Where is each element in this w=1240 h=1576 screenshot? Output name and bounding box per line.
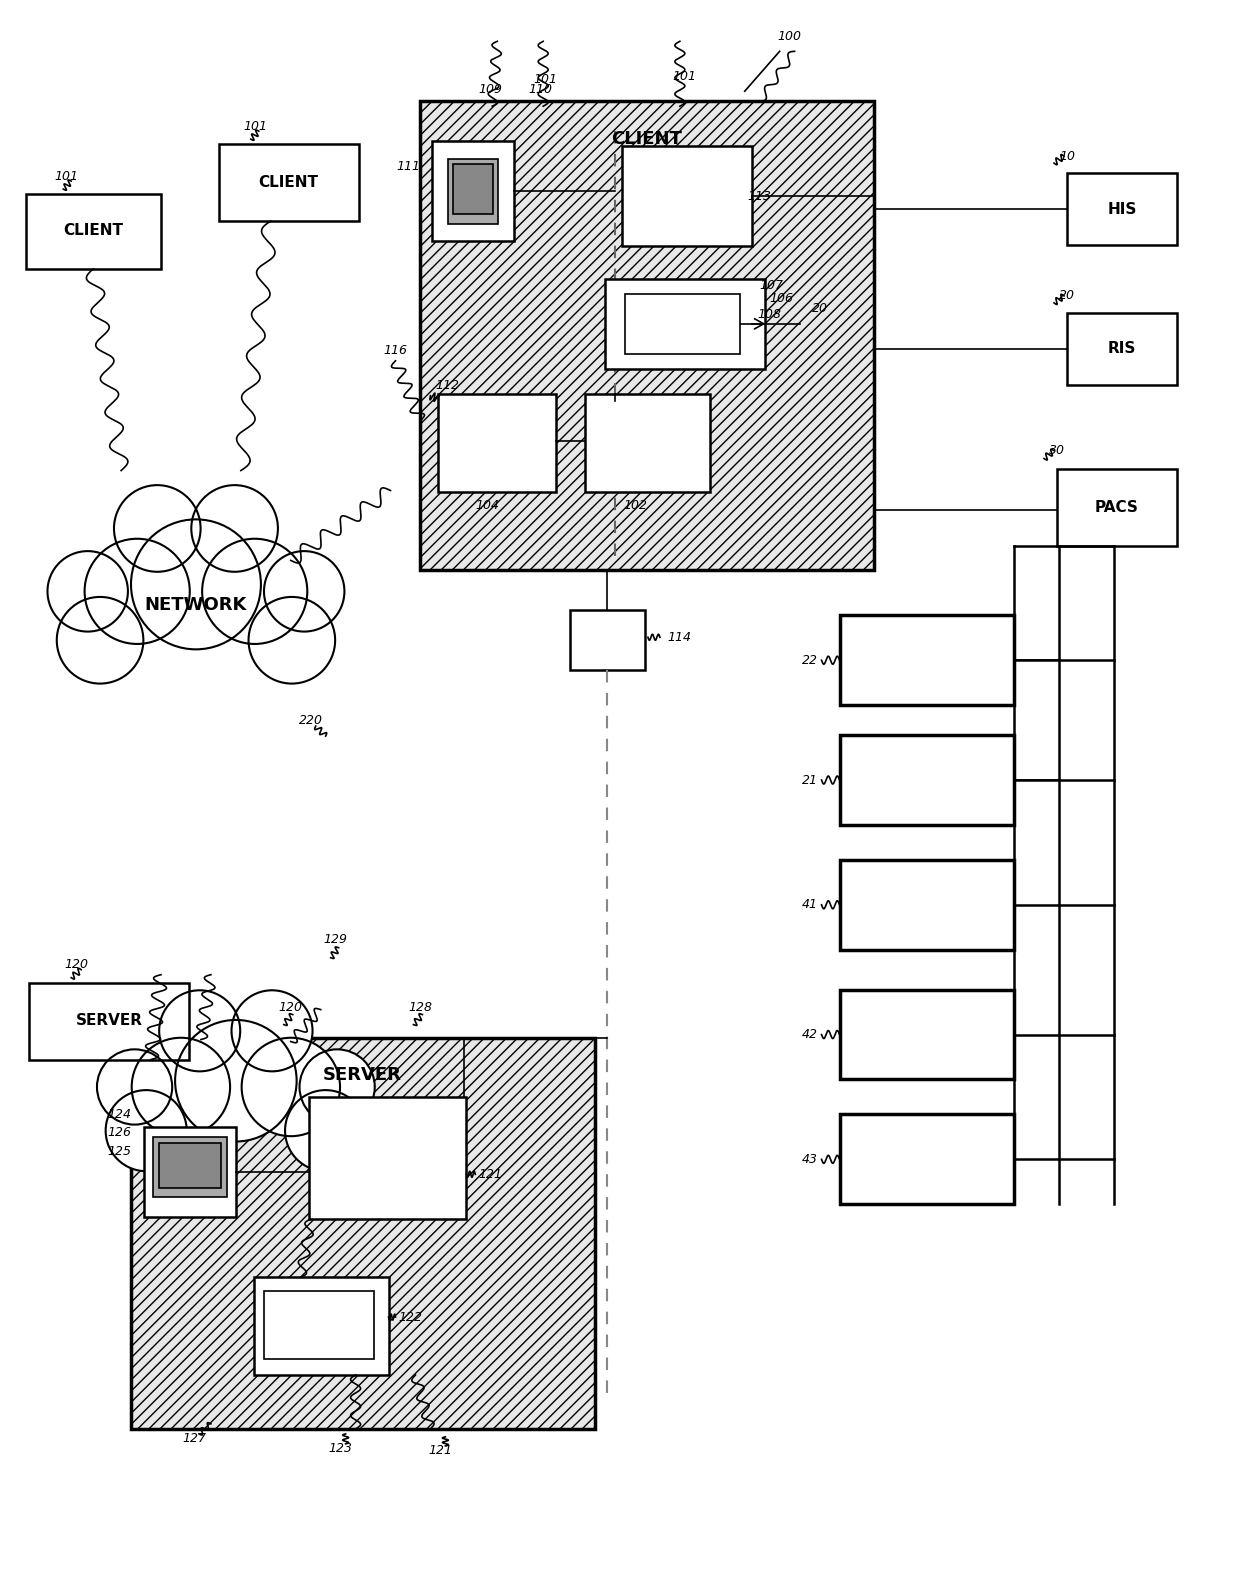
Text: SERVER: SERVER xyxy=(76,1013,143,1028)
Text: 113: 113 xyxy=(748,189,771,203)
Bar xyxy=(144,1127,236,1217)
Text: 20: 20 xyxy=(811,303,827,315)
Text: 22: 22 xyxy=(801,654,817,667)
Bar xyxy=(30,983,188,1059)
Bar xyxy=(585,394,709,492)
Text: 126: 126 xyxy=(107,1125,131,1139)
Bar xyxy=(254,1277,388,1374)
Text: 104: 104 xyxy=(475,500,500,512)
Circle shape xyxy=(97,1050,172,1125)
Text: 110: 110 xyxy=(528,82,552,96)
Text: CLIENT: CLIENT xyxy=(611,131,682,148)
Circle shape xyxy=(131,1037,231,1136)
Text: 129: 129 xyxy=(324,933,347,946)
Bar xyxy=(839,860,1014,950)
Text: 116: 116 xyxy=(383,344,408,358)
Bar xyxy=(153,1138,227,1198)
Bar xyxy=(131,1037,595,1429)
Text: 20: 20 xyxy=(1059,290,1075,303)
Circle shape xyxy=(285,1091,366,1171)
Circle shape xyxy=(300,1050,374,1125)
Text: 123: 123 xyxy=(329,1442,352,1455)
Text: CLIENT: CLIENT xyxy=(259,175,319,189)
Text: SERVER: SERVER xyxy=(324,1067,402,1084)
Circle shape xyxy=(202,539,308,645)
Circle shape xyxy=(57,597,144,684)
Text: 121: 121 xyxy=(428,1444,453,1458)
Text: RIS: RIS xyxy=(1107,342,1136,356)
Text: 120: 120 xyxy=(279,1001,303,1013)
Text: 43: 43 xyxy=(801,1154,817,1166)
Text: 112: 112 xyxy=(435,380,459,392)
Text: 100: 100 xyxy=(777,30,801,43)
Text: 42: 42 xyxy=(801,1028,817,1042)
Bar xyxy=(420,101,874,571)
Circle shape xyxy=(114,485,201,572)
Text: NETWORK: NETWORK xyxy=(145,596,247,615)
Text: 106: 106 xyxy=(770,293,794,306)
Bar xyxy=(1066,173,1177,244)
Text: HIS: HIS xyxy=(1107,202,1137,216)
Text: 120: 120 xyxy=(64,958,88,971)
Bar xyxy=(839,734,1014,824)
Text: 102: 102 xyxy=(622,500,647,512)
Text: 124: 124 xyxy=(107,1108,131,1121)
Bar xyxy=(1066,314,1177,385)
Text: 101: 101 xyxy=(244,120,268,132)
Bar xyxy=(449,159,498,224)
Text: 114: 114 xyxy=(668,630,692,643)
Text: 101: 101 xyxy=(673,69,697,84)
Text: 111: 111 xyxy=(397,159,420,173)
Bar xyxy=(159,1143,221,1188)
Circle shape xyxy=(84,539,190,645)
Bar xyxy=(1056,468,1177,547)
Bar xyxy=(454,164,494,214)
Text: 101: 101 xyxy=(55,170,78,183)
Bar xyxy=(439,394,557,492)
Text: 109: 109 xyxy=(479,82,502,96)
Text: 10: 10 xyxy=(1059,150,1075,162)
Text: 30: 30 xyxy=(1049,444,1065,457)
Circle shape xyxy=(248,597,335,684)
Bar xyxy=(309,1097,466,1220)
Bar xyxy=(625,293,740,353)
Bar xyxy=(219,143,358,221)
Bar xyxy=(605,279,765,369)
Circle shape xyxy=(175,1020,296,1141)
Circle shape xyxy=(232,990,312,1072)
Text: 127: 127 xyxy=(182,1433,206,1445)
Text: 107: 107 xyxy=(760,279,784,293)
Circle shape xyxy=(242,1037,340,1136)
Bar xyxy=(839,615,1014,704)
Text: 101: 101 xyxy=(533,72,557,85)
Text: 125: 125 xyxy=(107,1144,131,1158)
Text: 121: 121 xyxy=(479,1168,502,1180)
Circle shape xyxy=(105,1091,187,1171)
Circle shape xyxy=(191,485,278,572)
Text: CLIENT: CLIENT xyxy=(63,224,123,238)
Text: 122: 122 xyxy=(398,1311,423,1324)
Text: PACS: PACS xyxy=(1095,500,1138,515)
Bar xyxy=(433,142,515,241)
Circle shape xyxy=(47,552,128,632)
Bar xyxy=(264,1291,373,1359)
Text: 220: 220 xyxy=(299,714,322,727)
Bar xyxy=(570,610,645,670)
Bar xyxy=(839,990,1014,1080)
Circle shape xyxy=(159,990,241,1072)
Bar xyxy=(26,194,161,269)
Text: 41: 41 xyxy=(801,898,817,911)
Circle shape xyxy=(264,552,345,632)
Bar xyxy=(839,1114,1014,1204)
Circle shape xyxy=(131,520,260,649)
Bar xyxy=(622,147,751,246)
Text: 108: 108 xyxy=(758,309,781,322)
Text: 21: 21 xyxy=(801,774,817,786)
Text: 128: 128 xyxy=(408,1001,433,1013)
